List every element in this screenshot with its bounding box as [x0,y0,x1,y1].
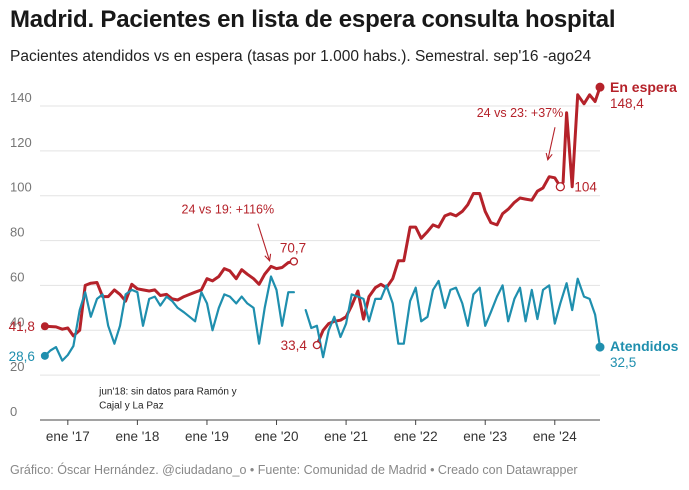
series-name-en-espera: En espera [610,79,677,95]
end-value-atendidos: 32,5 [610,355,636,370]
series-start-dot [40,322,49,331]
x-tick-label: ene '17 [46,429,90,444]
x-tick-label: ene '19 [185,429,229,444]
x-tick-label: ene '24 [533,429,577,444]
point-label: 41,8 [9,319,35,334]
point-label: 70,7 [280,240,306,255]
annotation-arrowhead [264,253,272,263]
point-marker [312,340,322,350]
annotation-note: jun'18: sin datos para Ramón y Cajal y La… [98,387,237,412]
y-tick-label: 40 [10,314,24,329]
x-tick-label: ene '18 [115,429,159,444]
chart-footer: Gráfico: Óscar Hernández. @ciudadano_o •… [10,463,578,477]
point-marker [555,182,565,192]
annotation-text: 24 vs 23: +37% [477,106,564,120]
annotation-arrow [547,127,556,160]
series-start-dot [40,351,49,360]
x-tick-label: ene '22 [394,429,438,444]
chart-subtitle: Pacientes atendidos vs en espera (tasas … [10,48,592,65]
series-end-dot [595,342,605,352]
y-tick-label: 120 [10,135,32,150]
point-label: 28,6 [9,349,35,364]
point-marker [289,257,299,266]
y-tick-label: 140 [10,90,32,105]
x-tick-label: ene '20 [255,429,299,444]
y-tick-label: 0 [10,404,17,419]
chart-title: Madrid. Pacientes en lista de espera con… [10,6,616,33]
series-name-atendidos: Atendidos [610,338,679,354]
y-tick-label: 60 [10,269,24,284]
annotation-text: 24 vs 19: +116% [182,203,275,217]
series-line-en-espera [315,85,602,347]
annotation-note-line: jun'18: sin datos para Ramón y [98,387,237,398]
series-line-atendidos [304,277,602,359]
y-tick-label: 100 [10,180,32,195]
series-end-dot [595,82,605,92]
y-tick-label: 20 [10,359,24,374]
series-line-atendidos [43,275,295,362]
x-tick-label: ene '23 [463,429,507,444]
series-line-en-espera [43,259,296,338]
annotation-arrow [257,223,271,261]
y-tick-label: 80 [10,225,24,240]
end-value-en-espera: 148,4 [610,96,644,111]
annotation-note-line: Cajal y La Paz [99,401,163,412]
annotation-arrowhead [545,152,553,162]
point-label: 104 [574,180,597,195]
x-tick-label: ene '21 [324,429,368,444]
point-label: 33,4 [281,338,308,353]
